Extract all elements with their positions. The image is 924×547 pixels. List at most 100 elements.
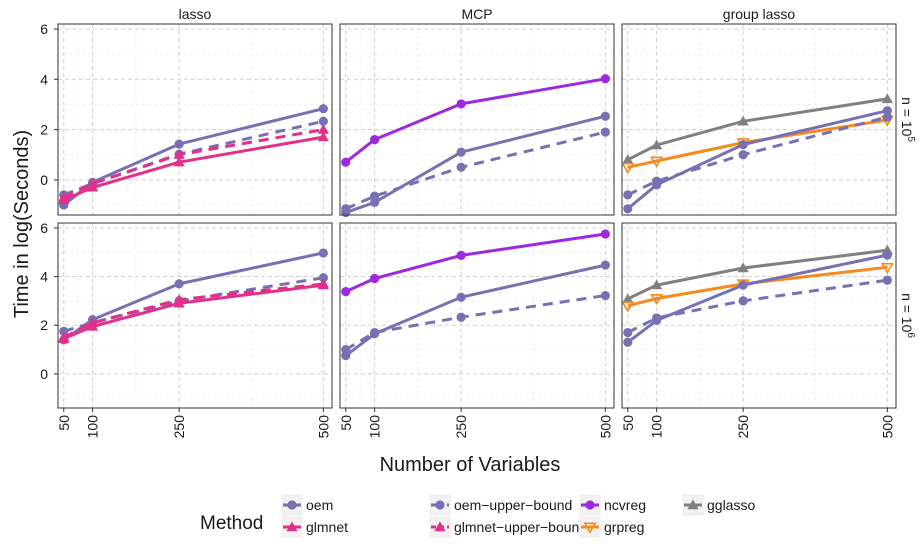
series-line: [345, 130, 606, 211]
data-point: [623, 337, 633, 347]
data-point: [621, 162, 635, 175]
series-oem−upper−bound: [341, 290, 610, 355]
data-point: [738, 296, 748, 306]
series-glmnet: [58, 131, 329, 205]
data-point: [173, 156, 185, 167]
legend-item: oem: [281, 494, 333, 516]
legend: Method oem glmnet oem−upper−bound glmnet−up…: [200, 494, 755, 538]
data-point: [318, 104, 328, 114]
panel-0-1: [339, 23, 615, 218]
data-point: [622, 293, 634, 304]
legend-item: ncvreg: [579, 494, 646, 516]
series-oem: [623, 250, 892, 347]
legend-key-marker: [287, 500, 297, 510]
facet-row-label: n = 105: [899, 97, 916, 142]
data-point: [882, 112, 892, 122]
data-point: [173, 297, 185, 308]
x-tick-label: 50: [620, 415, 636, 431]
series-line: [344, 263, 606, 357]
data-point: [623, 190, 633, 200]
series-line: [626, 253, 888, 344]
x-tick-label: 500: [879, 415, 895, 439]
data-point: [623, 327, 633, 338]
data-point: [59, 326, 69, 336]
data-point: [341, 204, 351, 214]
series-line: [627, 278, 888, 334]
panels-layer: [57, 23, 897, 409]
facet-col-label: lasso: [179, 6, 212, 22]
legend-label: ncvreg: [604, 497, 646, 513]
series-line: [63, 283, 324, 340]
series-line: [627, 248, 888, 301]
legend-key-marker: [585, 500, 595, 510]
data-point: [600, 111, 610, 121]
series-glmnet: [58, 279, 329, 343]
data-point: [623, 204, 633, 214]
data-point: [738, 150, 748, 160]
panel-border: [57, 222, 333, 409]
y-tick-label: 6: [40, 220, 48, 236]
data-point: [600, 260, 610, 270]
legend-key-marker: [286, 521, 298, 532]
axes: 0 2 4 6 0 2 4 6 50 100 250 500 50 100 250 500 50 100 250 50…: [40, 21, 895, 438]
panel-border: [621, 23, 897, 216]
data-point: [318, 273, 328, 283]
data-point: [341, 344, 351, 355]
x-tick-label: 500: [315, 415, 331, 439]
series-line: [63, 282, 324, 339]
data-point: [600, 290, 610, 301]
panel-1-0: [57, 222, 333, 409]
legend-key-marker: [687, 499, 699, 510]
data-point: [341, 287, 351, 297]
data-point: [651, 139, 663, 150]
panel-background: [340, 24, 614, 215]
data-point: [622, 154, 634, 164]
legend-label: gglasso: [707, 497, 755, 513]
data-point: [737, 262, 749, 273]
series-line: [627, 118, 888, 169]
data-point: [370, 327, 380, 338]
panel-border: [339, 222, 615, 409]
data-point: [650, 294, 664, 306]
y-tick-label: 4: [40, 269, 48, 285]
data-point: [318, 116, 328, 126]
facet-row-label: n = 106: [899, 293, 916, 338]
data-point: [87, 181, 99, 192]
series-line: [345, 294, 606, 351]
data-point: [882, 250, 892, 260]
data-point: [652, 176, 662, 186]
data-point: [370, 135, 380, 145]
legend-key-marker: [583, 522, 597, 534]
panel-border: [621, 222, 897, 409]
y-tick-label: 2: [40, 317, 48, 333]
data-point: [651, 279, 663, 290]
legend-label: grpreg: [604, 519, 644, 535]
y-tick-label: 6: [40, 21, 48, 37]
facet-col-label: group lasso: [723, 6, 796, 22]
data-point: [738, 280, 748, 290]
data-point: [600, 127, 610, 137]
data-point: [456, 162, 466, 172]
data-point: [370, 273, 380, 284]
x-tick-label: 250: [453, 415, 469, 439]
series-oem−upper−bound: [623, 112, 892, 200]
y-tick-label: 0: [40, 172, 48, 188]
legend-label: glmnet: [306, 519, 348, 535]
panel-0-2: [621, 23, 897, 216]
series-line: [626, 109, 888, 210]
data-point: [600, 229, 610, 239]
grid: [622, 223, 896, 408]
data-point: [456, 312, 466, 322]
y-tick-label: 4: [40, 71, 48, 87]
legend-item: grpreg: [579, 516, 644, 538]
data-point: [621, 301, 635, 313]
series-line: [63, 128, 324, 199]
grid: [340, 24, 614, 215]
panel-0-0: [57, 23, 333, 216]
data-point: [174, 279, 184, 289]
series-line: [345, 114, 606, 214]
data-point: [737, 115, 749, 126]
x-tick-label: 250: [735, 415, 751, 439]
y-axis-label: Time in log(Seconds): [11, 130, 33, 318]
